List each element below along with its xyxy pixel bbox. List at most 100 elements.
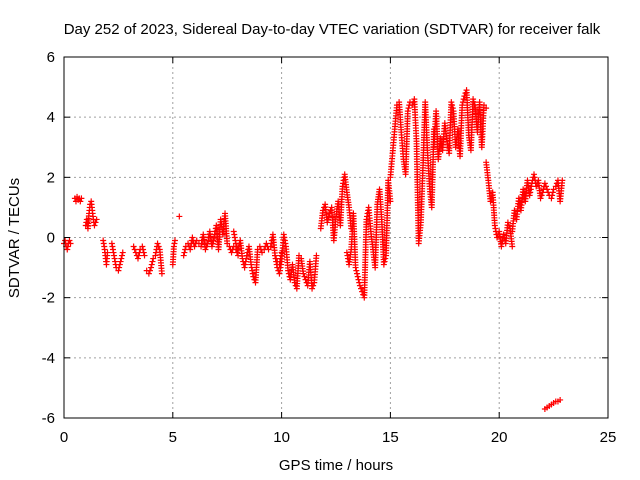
data-point [93, 216, 100, 223]
data-point [544, 186, 551, 193]
y-tick-label: 6 [47, 49, 55, 66]
y-axis-label: SDTVAR / TECUs [6, 178, 23, 298]
data-point [91, 222, 98, 229]
data-point [66, 237, 73, 244]
data-point [538, 192, 545, 199]
data-point [92, 219, 99, 226]
data-point [148, 264, 155, 271]
data-point [115, 267, 122, 274]
data-point [300, 270, 307, 277]
data-point [224, 240, 231, 247]
data-point [542, 183, 549, 190]
data-point [325, 213, 332, 220]
data-point [505, 222, 512, 229]
data-point [480, 102, 487, 109]
data-point [104, 249, 111, 256]
x-tick-label: 0 [60, 429, 68, 446]
data-point [509, 243, 516, 250]
data-point [296, 252, 303, 259]
data-point [448, 99, 455, 106]
data-point [355, 276, 362, 283]
data-point [176, 213, 183, 220]
data-point [155, 243, 162, 250]
data-point [150, 255, 157, 262]
data-point [158, 270, 165, 277]
data-point [209, 240, 216, 247]
data-point [470, 99, 477, 106]
data-point [353, 267, 360, 274]
data-point [550, 186, 557, 193]
y-tick-label: 4 [47, 109, 55, 126]
data-point [449, 105, 456, 112]
y-tick-label: -2 [42, 290, 55, 307]
x-tick-label: 5 [169, 429, 177, 446]
data-point [130, 243, 137, 250]
data-point [470, 96, 477, 103]
data-point [140, 246, 147, 253]
x-tick-label: 10 [273, 429, 290, 446]
data-point [559, 177, 566, 184]
data-point [301, 273, 308, 280]
chart-title: Day 252 of 2023, Sidereal Day-to-day VTE… [64, 21, 601, 38]
data-point [116, 264, 123, 271]
data-point [141, 252, 148, 259]
data-point [352, 264, 359, 271]
data-point [325, 216, 332, 223]
data-point [354, 273, 361, 280]
data-point [134, 255, 141, 262]
data-point [504, 219, 511, 226]
data-point [131, 246, 138, 253]
data-point [265, 246, 272, 253]
x-tick-label: 15 [382, 429, 399, 446]
x-tick-label: 20 [491, 429, 508, 446]
data-point [182, 246, 189, 253]
axis-ticks: 0 5 10 15 20 25 -6 -4 -2 0 2 4 6 [42, 49, 617, 446]
data-point [548, 195, 555, 202]
data-point [259, 249, 266, 256]
data-point [285, 267, 292, 274]
data-point [387, 198, 394, 205]
data-point [191, 243, 198, 250]
data-point [549, 192, 556, 199]
data-point [324, 219, 331, 226]
data-point [67, 240, 74, 247]
data-point [313, 252, 320, 259]
data-point [193, 237, 200, 244]
data-point [449, 102, 456, 109]
data-point [460, 96, 467, 103]
data-point [356, 279, 363, 286]
data-point [145, 270, 152, 277]
data-point [228, 249, 235, 256]
data-point [537, 195, 544, 202]
data-point [78, 195, 85, 202]
data-point [119, 249, 126, 256]
data-point [243, 252, 250, 259]
data-point [494, 234, 501, 241]
y-tick-label: 0 [47, 230, 55, 247]
data-point [310, 282, 317, 289]
data-point [117, 258, 124, 265]
data-point [208, 243, 215, 250]
data-point [118, 255, 125, 262]
grid-lines [64, 57, 608, 418]
data-point [483, 105, 490, 112]
data-point [539, 189, 546, 196]
data-point [557, 396, 564, 403]
data-point [381, 258, 388, 265]
data-point [459, 102, 466, 109]
data-point [382, 255, 389, 262]
y-tick-label: 2 [47, 169, 55, 186]
data-point [233, 249, 240, 256]
data-point [77, 198, 84, 205]
data-point [139, 243, 146, 250]
data-point [541, 180, 548, 187]
data-point [202, 246, 209, 253]
data-point [146, 267, 153, 274]
x-axis-label: GPS time / hours [279, 457, 393, 474]
data-point [189, 234, 196, 241]
data-point [256, 243, 263, 250]
data-point [148, 261, 155, 268]
data-point [154, 240, 161, 247]
data-point [549, 189, 556, 196]
data-point [404, 108, 411, 115]
